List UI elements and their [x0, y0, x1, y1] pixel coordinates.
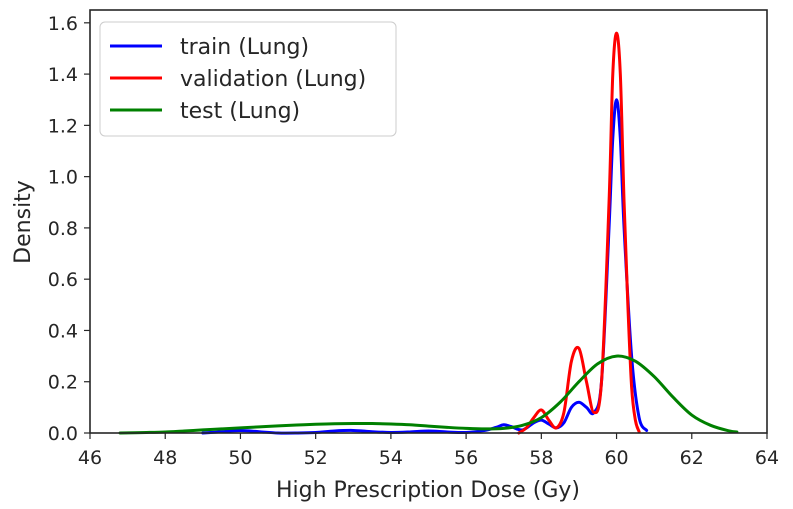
plot-frame: [89, 9, 768, 434]
legend-label-0: train (Lung): [180, 35, 309, 60]
x-axis-title: High Prescription Dose (Gy): [276, 478, 580, 503]
x-tick-label: 46: [78, 447, 102, 469]
series-line-0: [201, 98, 649, 435]
y-tick-label: 0.0: [48, 423, 78, 445]
x-tick-label: 64: [755, 447, 779, 469]
x-tick-label: 60: [604, 447, 628, 469]
y-tick-label: 0.2: [48, 372, 78, 394]
legend-label-1: validation (Lung): [180, 67, 366, 92]
x-tick-label: 62: [680, 447, 704, 469]
y-tick-label: 1.4: [48, 64, 78, 86]
y-tick-label: 1.6: [48, 13, 78, 35]
series-line-1: [517, 31, 641, 435]
axes: 46 48 50 52 54 56 58 60 62 64 0.0 0.2 0.4 0.6 0.8 1.0 1.…: [48, 9, 779, 469]
y-tick-label: 1.2: [48, 115, 78, 137]
legend-box: [99, 21, 397, 137]
x-tick-label: 54: [379, 447, 403, 469]
legend-label-2: test (Lung): [180, 99, 300, 124]
x-tick-label: 52: [304, 447, 328, 469]
x-tick-label: 58: [529, 447, 553, 469]
x-tick-label: 56: [454, 447, 478, 469]
y-tick-label: 0.4: [48, 320, 78, 342]
plot-area: [118, 31, 739, 435]
y-axis-title: Density: [11, 180, 36, 264]
series-line-2: [118, 354, 739, 435]
y-tick-label: 0.6: [48, 269, 78, 291]
x-tick-label: 50: [228, 447, 252, 469]
y-tick-label: 1.0: [48, 167, 78, 189]
x-tick-label: 48: [153, 447, 177, 469]
legend: train (Lung) validation (Lung) test (Lung): [99, 21, 397, 137]
y-tick-label: 0.8: [48, 218, 78, 240]
